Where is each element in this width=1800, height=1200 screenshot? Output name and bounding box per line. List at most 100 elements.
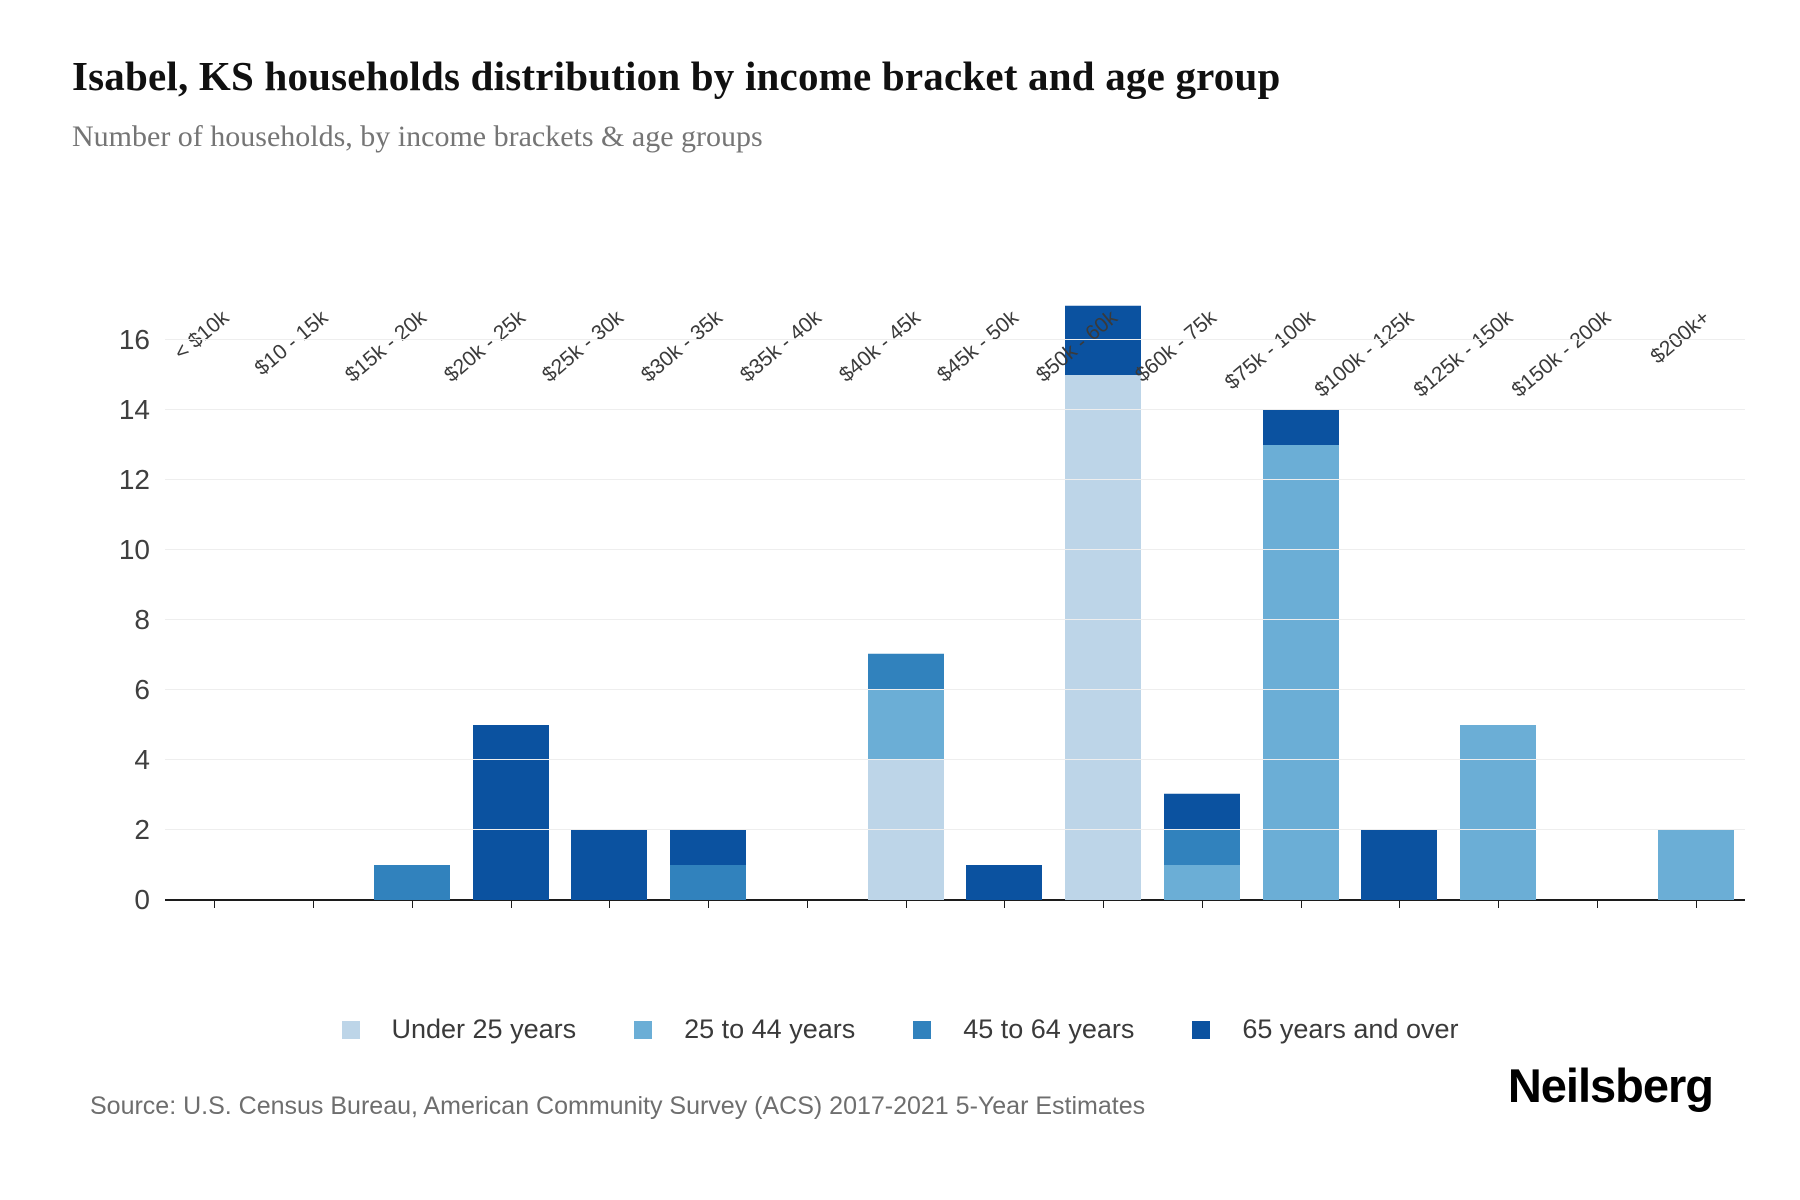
gridline-y-8 — [165, 619, 1745, 621]
y-axis: 0 2 4 6 8 10 12 14 16 — [0, 288, 150, 914]
bar-segment[interactable] — [472, 725, 549, 900]
page-title: Isabel, KS households distribution by in… — [72, 53, 1281, 99]
stacked-bar-5[interactable] — [571, 830, 648, 900]
category-column: $75k - 100k — [1221, 288, 1350, 908]
category-column: $100k - 125k — [1310, 288, 1449, 908]
category-column: $50k - 60k — [1032, 288, 1153, 908]
y-tick-label-10: 10 — [118, 534, 150, 566]
x-axis-line — [165, 899, 1745, 901]
stacked-bar-3[interactable] — [373, 865, 450, 900]
category-column: $15k - 20k — [341, 288, 462, 908]
bar-segment[interactable] — [1163, 829, 1240, 866]
plot-area: < $10k $10 - 15k $15k - 20k $20k - 25k $25k … — [165, 288, 1745, 908]
bar-segment[interactable] — [1163, 865, 1240, 900]
legend-label: 65 years and over — [1242, 1014, 1459, 1044]
gridline-y-10 — [165, 549, 1745, 551]
gridline-y-16 — [165, 339, 1745, 341]
brand-logo: Neilsberg — [1507, 1059, 1714, 1112]
x-tick-mark — [1201, 900, 1203, 908]
category-column: $25k - 30k — [538, 288, 659, 908]
category-column: $10 - 15k — [250, 288, 363, 908]
x-tick-mark — [1004, 900, 1006, 908]
x-tick-mark — [1596, 900, 1598, 908]
category-column: $20k - 25k — [440, 288, 560, 908]
x-tick-mark — [1103, 900, 1105, 908]
legend-item-2[interactable]: 25 to 44 years — [634, 1014, 855, 1045]
stacked-bar-9[interactable] — [966, 865, 1043, 900]
bar-segment[interactable] — [867, 653, 944, 690]
x-tick-mark — [806, 900, 808, 908]
x-tick-mark — [214, 900, 216, 908]
stacked-bar-14[interactable] — [1460, 725, 1537, 900]
bar-columns: < $10k $10 - 15k $15k - 20k $20k - 25k $25k … — [165, 288, 1745, 908]
stacked-bar-16[interactable] — [1657, 830, 1734, 900]
gridline-y-6 — [165, 689, 1745, 691]
page-subtitle: Number of households, by income brackets… — [72, 120, 763, 153]
x-tick-mark — [510, 900, 512, 908]
y-tick-label-12: 12 — [118, 464, 150, 496]
stacked-bar-8[interactable] — [867, 653, 944, 900]
y-tick-label-4: 4 — [134, 744, 150, 776]
gridline-y-12 — [165, 479, 1745, 481]
category-column: $60k - 75k — [1131, 288, 1252, 908]
bar-segment[interactable] — [1262, 445, 1339, 900]
bar-segment[interactable] — [571, 830, 648, 900]
bar-segment[interactable] — [1262, 409, 1339, 446]
x-tick-mark — [411, 900, 413, 908]
bar-segment[interactable] — [670, 865, 747, 900]
legend-swatch-icon — [913, 1020, 932, 1039]
y-tick-label-6: 6 — [134, 674, 150, 706]
bar-segment[interactable] — [867, 760, 944, 900]
stacked-bar-4[interactable] — [472, 725, 549, 900]
bar-segment[interactable] — [1460, 725, 1537, 900]
bar-segment[interactable] — [867, 689, 944, 761]
source-note: Source: U.S. Census Bureau, American Com… — [90, 1092, 1146, 1120]
bar-segment[interactable] — [1065, 375, 1142, 900]
category-column: $200k+ — [1646, 288, 1745, 908]
legend-label: Under 25 years — [391, 1014, 577, 1044]
gridline-y-2 — [165, 829, 1745, 831]
x-tick-mark — [313, 900, 315, 908]
bar-segment[interactable] — [1163, 793, 1240, 830]
x-tick-mark — [1399, 900, 1401, 908]
stacked-bar-13[interactable] — [1361, 830, 1438, 900]
bar-segment[interactable] — [670, 829, 747, 866]
stacked-bar-6[interactable] — [670, 829, 747, 900]
bar-segment[interactable] — [1361, 830, 1438, 900]
gridline-y-14 — [165, 409, 1745, 411]
stacked-bar-11[interactable] — [1163, 793, 1240, 900]
y-tick-label-14: 14 — [118, 394, 150, 426]
stacked-bar-10[interactable] — [1065, 304, 1142, 900]
y-tick-label-8: 8 — [134, 604, 150, 636]
category-column: < $10k — [165, 288, 264, 908]
gridline-y-4 — [165, 759, 1745, 761]
category-column: $30k - 35k — [637, 288, 758, 908]
bar-segment[interactable] — [966, 865, 1043, 900]
category-column: $45k - 50k — [933, 288, 1054, 908]
x-tick-mark — [609, 900, 611, 908]
x-tick-mark — [1695, 900, 1697, 908]
y-tick-label-16: 16 — [118, 324, 150, 356]
y-tick-label-2: 2 — [134, 814, 150, 846]
legend-swatch-icon — [1192, 1020, 1211, 1039]
legend-item-4[interactable]: 65 years and over — [1192, 1014, 1459, 1045]
legend: Under 25 years 25 to 44 years 45 to 64 yea… — [0, 1014, 1800, 1045]
x-tick-label: < $10k — [169, 306, 234, 365]
x-tick-mark — [905, 900, 907, 908]
bar-segment[interactable] — [373, 865, 450, 900]
y-tick-label-0: 0 — [134, 884, 150, 915]
bar-segment[interactable] — [1657, 830, 1734, 900]
x-tick-label: $200k+ — [1646, 306, 1715, 369]
legend-item-3[interactable]: 45 to 64 years — [913, 1014, 1134, 1045]
legend-swatch-icon — [341, 1020, 360, 1039]
x-tick-mark — [708, 900, 710, 908]
x-tick-mark — [1498, 900, 1500, 908]
category-column: $125k - 150k — [1409, 288, 1548, 908]
legend-item-1[interactable]: Under 25 years — [341, 1014, 577, 1045]
legend-label: 45 to 64 years — [963, 1014, 1135, 1044]
stacked-bar-12[interactable] — [1262, 409, 1339, 900]
legend-swatch-icon — [634, 1020, 653, 1039]
category-column: $35k - 40k — [736, 288, 857, 908]
legend-label: 25 to 44 years — [684, 1014, 856, 1044]
